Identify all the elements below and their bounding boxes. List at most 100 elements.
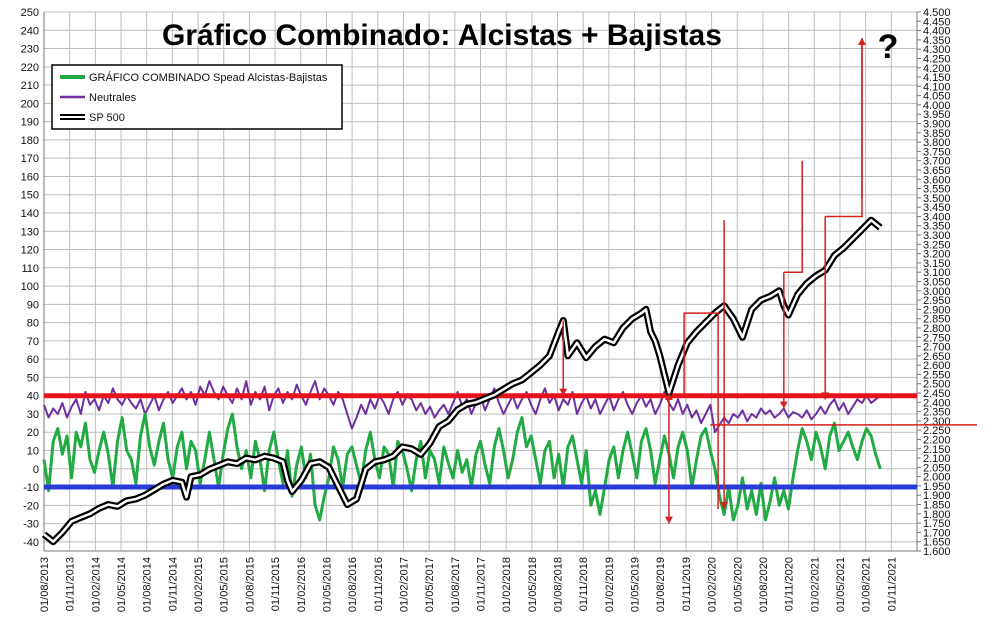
right-tick-label: 3.350 <box>923 221 951 233</box>
right-tick-label: 4.000 <box>923 100 951 112</box>
x-tick-label: 01/02/2015 <box>193 557 205 612</box>
legend-label-sp500: SP 500 <box>89 112 125 124</box>
left-tick-label: 160 <box>21 171 39 183</box>
left-tick-label: 60 <box>27 354 39 366</box>
chart-title: Gráfico Combinado: Alcistas + Bajistas <box>162 19 722 52</box>
x-tick-label: 01/11/2016 <box>373 557 385 611</box>
x-tick-label: 01/08/2016 <box>347 557 359 612</box>
sp500-line-inner <box>43 218 882 543</box>
right-tick-label: 1.750 <box>923 518 951 530</box>
right-tick-label: 2.000 <box>923 472 951 484</box>
x-tick-label: 01/08/2018 <box>553 557 565 612</box>
legend: GRÁFICO COMBINADO Spead Alcistas-Bajista… <box>51 64 343 130</box>
right-tick-label: 3.550 <box>923 184 951 196</box>
right-tick-label: 3.750 <box>923 146 951 158</box>
x-tick-label: 01/11/2020 <box>784 557 796 611</box>
left-tick-label: 230 <box>21 44 39 56</box>
right-tick-label: 1.600 <box>923 546 951 558</box>
series-sp500 <box>41 216 883 546</box>
right-tick-label: 3.050 <box>923 277 951 289</box>
x-tick-label: 01/02/2019 <box>604 557 616 612</box>
x-tick-label: 01/11/2017 <box>476 557 488 611</box>
x-tick-label: 01/02/2020 <box>707 557 719 612</box>
left-tick-label: 110 <box>21 263 39 275</box>
right-tick-label: 2.750 <box>923 332 951 344</box>
left-tick-label: 170 <box>21 153 39 165</box>
right-tick-label: 4.150 <box>923 72 951 84</box>
right-tick-label: 3.950 <box>923 109 951 121</box>
left-tick-label: 190 <box>21 117 39 129</box>
left-tick-label: 40 <box>27 391 39 403</box>
right-tick-label: 2.400 <box>923 397 951 409</box>
right-tick-label: 2.650 <box>923 351 951 363</box>
x-tick-label: 01/05/2017 <box>424 557 436 612</box>
right-tick-label: 2.450 <box>923 388 951 400</box>
right-tick-label: 3.700 <box>923 156 951 168</box>
left-tick-label: 70 <box>27 336 39 348</box>
right-tick-label: 1.950 <box>923 481 951 493</box>
right-tick-label: 4.450 <box>923 16 951 28</box>
right-tick-label: 3.300 <box>923 230 951 242</box>
left-tick-label: 240 <box>21 25 39 37</box>
right-axis-ticks: 1.6001.6501.7001.7501.8001.8501.9001.950… <box>917 7 951 558</box>
x-tick-label: 01/08/2013 <box>39 557 51 612</box>
x-axis-ticks: 01/08/2013 01/11/2013 01/02/2014 01/05/2014… <box>39 557 898 612</box>
x-tick-label: 01/05/2016 <box>321 557 333 612</box>
left-tick-label: 20 <box>27 427 39 439</box>
left-tick-label: 200 <box>21 98 39 110</box>
right-tick-label: 2.350 <box>923 407 951 419</box>
left-tick-label: 180 <box>21 135 39 147</box>
left-tick-label: -20 <box>23 500 39 512</box>
left-tick-label: 220 <box>21 62 39 74</box>
right-tick-label: 3.650 <box>923 165 951 177</box>
right-tick-label: 3.800 <box>923 137 951 149</box>
x-tick-label: 01/02/2017 <box>398 557 410 612</box>
right-tick-label: 4.350 <box>923 35 951 47</box>
right-tick-label: 4.100 <box>923 81 951 93</box>
x-tick-label: 01/11/2018 <box>578 557 590 611</box>
x-tick-label: 01/05/2018 <box>527 557 539 612</box>
x-tick-label: 01/08/2019 <box>655 557 667 612</box>
right-tick-label: 3.450 <box>923 202 951 214</box>
x-tick-label: 01/08/2015 <box>244 557 256 612</box>
left-tick-label: 130 <box>21 226 39 238</box>
x-tick-label: 01/02/2021 <box>809 557 821 612</box>
right-tick-label: 3.100 <box>923 267 951 279</box>
legend-label-spread: GRÁFICO COMBINADO Spead Alcistas-Bajista… <box>89 71 328 84</box>
right-tick-label: 1.650 <box>923 537 951 549</box>
right-tick-label: 3.000 <box>923 286 951 298</box>
left-tick-label: 120 <box>21 245 39 257</box>
left-tick-label: 100 <box>21 281 39 293</box>
x-tick-label: 01/05/2015 <box>219 557 231 612</box>
left-tick-label: -30 <box>23 519 39 531</box>
right-tick-label: 1.850 <box>923 500 951 512</box>
left-tick-label: 140 <box>21 208 39 220</box>
x-tick-label: 01/05/2014 <box>116 557 128 612</box>
right-tick-label: 4.250 <box>923 53 951 65</box>
x-tick-label: 01/11/2014 <box>167 557 179 611</box>
left-tick-label: -10 <box>23 482 39 494</box>
left-tick-label: 80 <box>27 318 39 330</box>
right-tick-label: 3.850 <box>923 128 951 140</box>
x-tick-label: 01/05/2019 <box>630 557 642 612</box>
right-tick-label: 2.200 <box>923 434 951 446</box>
signal-step-line <box>783 160 803 273</box>
right-tick-label: 4.400 <box>923 26 951 38</box>
left-tick-label: 30 <box>27 409 39 421</box>
signal-arrow-head <box>664 393 673 401</box>
right-tick-label: 2.050 <box>923 462 951 474</box>
x-tick-label: 01/11/2013 <box>65 557 77 611</box>
right-tick-label: 3.150 <box>923 258 951 270</box>
x-tick-label: 01/08/2020 <box>758 557 770 612</box>
left-tick-label: 10 <box>27 446 39 458</box>
right-tick-label: 2.800 <box>923 323 951 335</box>
right-tick-label: 2.150 <box>923 444 951 456</box>
right-tick-label: 4.300 <box>923 44 951 56</box>
right-tick-label: 2.850 <box>923 314 951 326</box>
x-tick-label: 01/02/2014 <box>90 557 102 612</box>
signal-annotations <box>559 38 977 524</box>
x-tick-label: 01/02/2018 <box>501 557 513 612</box>
x-tick-label: 01/11/2021 <box>886 557 898 611</box>
signal-arrow-head <box>821 392 830 400</box>
